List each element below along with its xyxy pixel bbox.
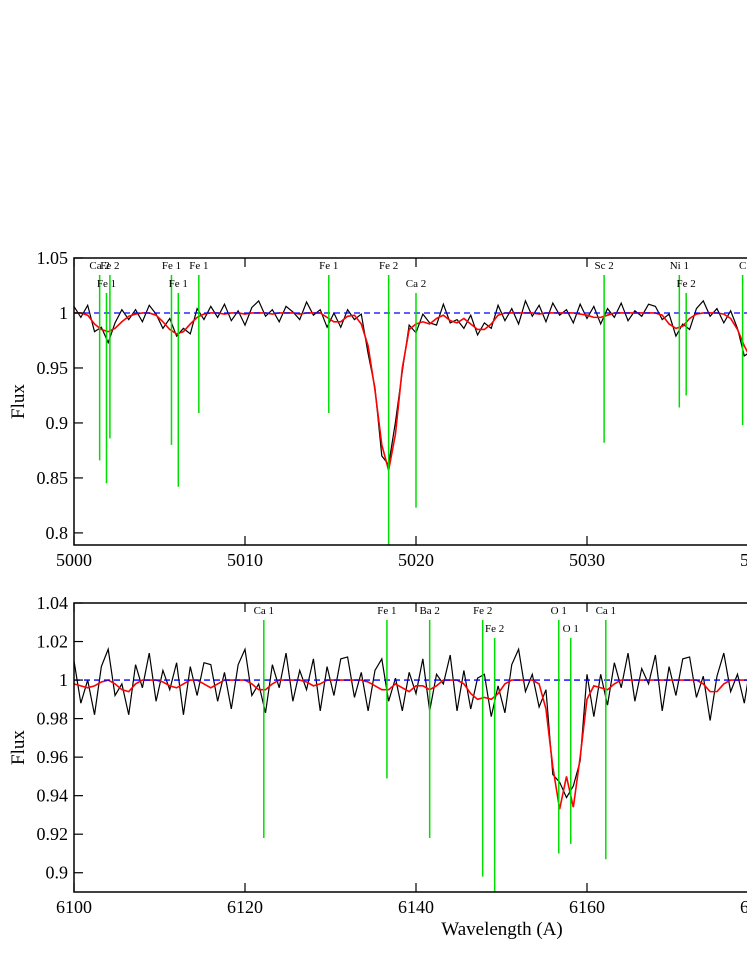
line-label: Fe 2 xyxy=(473,605,492,617)
line-label: Ba 2 xyxy=(419,605,439,617)
line-label: Fe 1 xyxy=(319,260,338,272)
line-label: C xyxy=(739,260,746,272)
line-label: Sc 2 xyxy=(594,260,613,272)
line-label: Fe 1 xyxy=(377,605,396,617)
line-label: Fe 2 xyxy=(485,623,504,635)
frame xyxy=(73,602,747,893)
x-axis-label: Wavelength (A) xyxy=(441,919,562,940)
x-tick-label: 5000 xyxy=(56,550,92,570)
x-tick-label: 6160 xyxy=(569,897,605,917)
line-label: Ni 1 xyxy=(670,260,689,272)
line-label: Ca 1 xyxy=(254,605,274,617)
x-tick-label: 6120 xyxy=(227,897,263,917)
line-label: Fe 1 xyxy=(169,278,188,290)
line-label: Ca 2 xyxy=(406,278,426,290)
x-tick-label: 6100 xyxy=(56,897,92,917)
line-label: Fe 2 xyxy=(677,278,696,290)
x-tick-label: 5040 xyxy=(740,550,747,570)
x-tick-label: 6140 xyxy=(398,897,434,917)
x-tick-label: 5030 xyxy=(569,550,605,570)
y-axis-label: Flux xyxy=(8,384,29,419)
plot-area: Ca 2Fe 1Fe 2 Fe 1Fe 1Fe 1 Fe 1 Fe 2Ca 2Sc 2… xyxy=(74,260,747,545)
y-tick-label: 1.05 xyxy=(37,248,69,268)
y-tick-label: 1.04 xyxy=(37,593,69,613)
line-label: Fe 2 xyxy=(379,260,398,272)
y-tick-label: 0.92 xyxy=(37,824,69,844)
line-label: Fe 1 xyxy=(189,260,208,272)
y-tick-label: 0.8 xyxy=(46,523,69,543)
plot-area: Ca 1 Fe 1 Ba 2 Fe 2 Fe 2 O 1 O 1 Ca 1 xyxy=(74,605,747,892)
y-tick-label: 0.85 xyxy=(37,468,69,488)
line-label: Fe 2 xyxy=(100,260,119,272)
line-label: O 1 xyxy=(563,623,579,635)
observed-spectrum xyxy=(74,299,747,467)
y-tick-label: 0.94 xyxy=(37,786,69,806)
model-spectrum xyxy=(74,312,747,471)
y-tick-label: 0.98 xyxy=(37,709,69,729)
y-tick-label: 0.95 xyxy=(37,358,69,378)
y-tick-label: 1.02 xyxy=(37,632,69,652)
line-label: Fe 1 xyxy=(162,260,181,272)
line-label: Fe 1 xyxy=(97,278,116,290)
y-tick-label: 0.9 xyxy=(46,863,69,883)
y-axis-label: Flux xyxy=(8,730,29,765)
line-label: O 1 xyxy=(551,605,567,617)
x-tick-label: 5020 xyxy=(398,550,434,570)
y-tick-label: 0.96 xyxy=(37,747,69,767)
line-label: Ca 1 xyxy=(596,605,616,617)
model-spectrum xyxy=(74,679,747,810)
x-tick-label: 5010 xyxy=(227,550,263,570)
observed-spectrum xyxy=(74,646,747,799)
frame xyxy=(73,257,747,546)
y-tick-label: 1 xyxy=(59,670,68,690)
y-tick-label: 1 xyxy=(59,303,68,323)
y-tick-label: 0.9 xyxy=(46,413,69,433)
x-tick-label: 6180 xyxy=(740,897,747,917)
line-label: Ca 2 xyxy=(89,260,109,272)
